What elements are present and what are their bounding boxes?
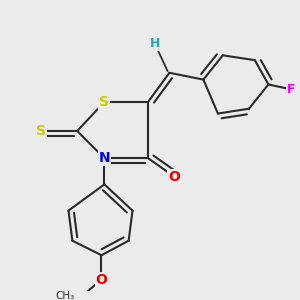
Text: O: O — [168, 169, 180, 184]
Text: N: N — [99, 151, 110, 165]
Text: O: O — [95, 272, 107, 286]
Text: S: S — [36, 124, 46, 138]
Text: F: F — [286, 83, 295, 96]
Text: S: S — [99, 95, 110, 109]
Text: H: H — [150, 37, 160, 50]
Text: CH₃: CH₃ — [55, 291, 74, 300]
